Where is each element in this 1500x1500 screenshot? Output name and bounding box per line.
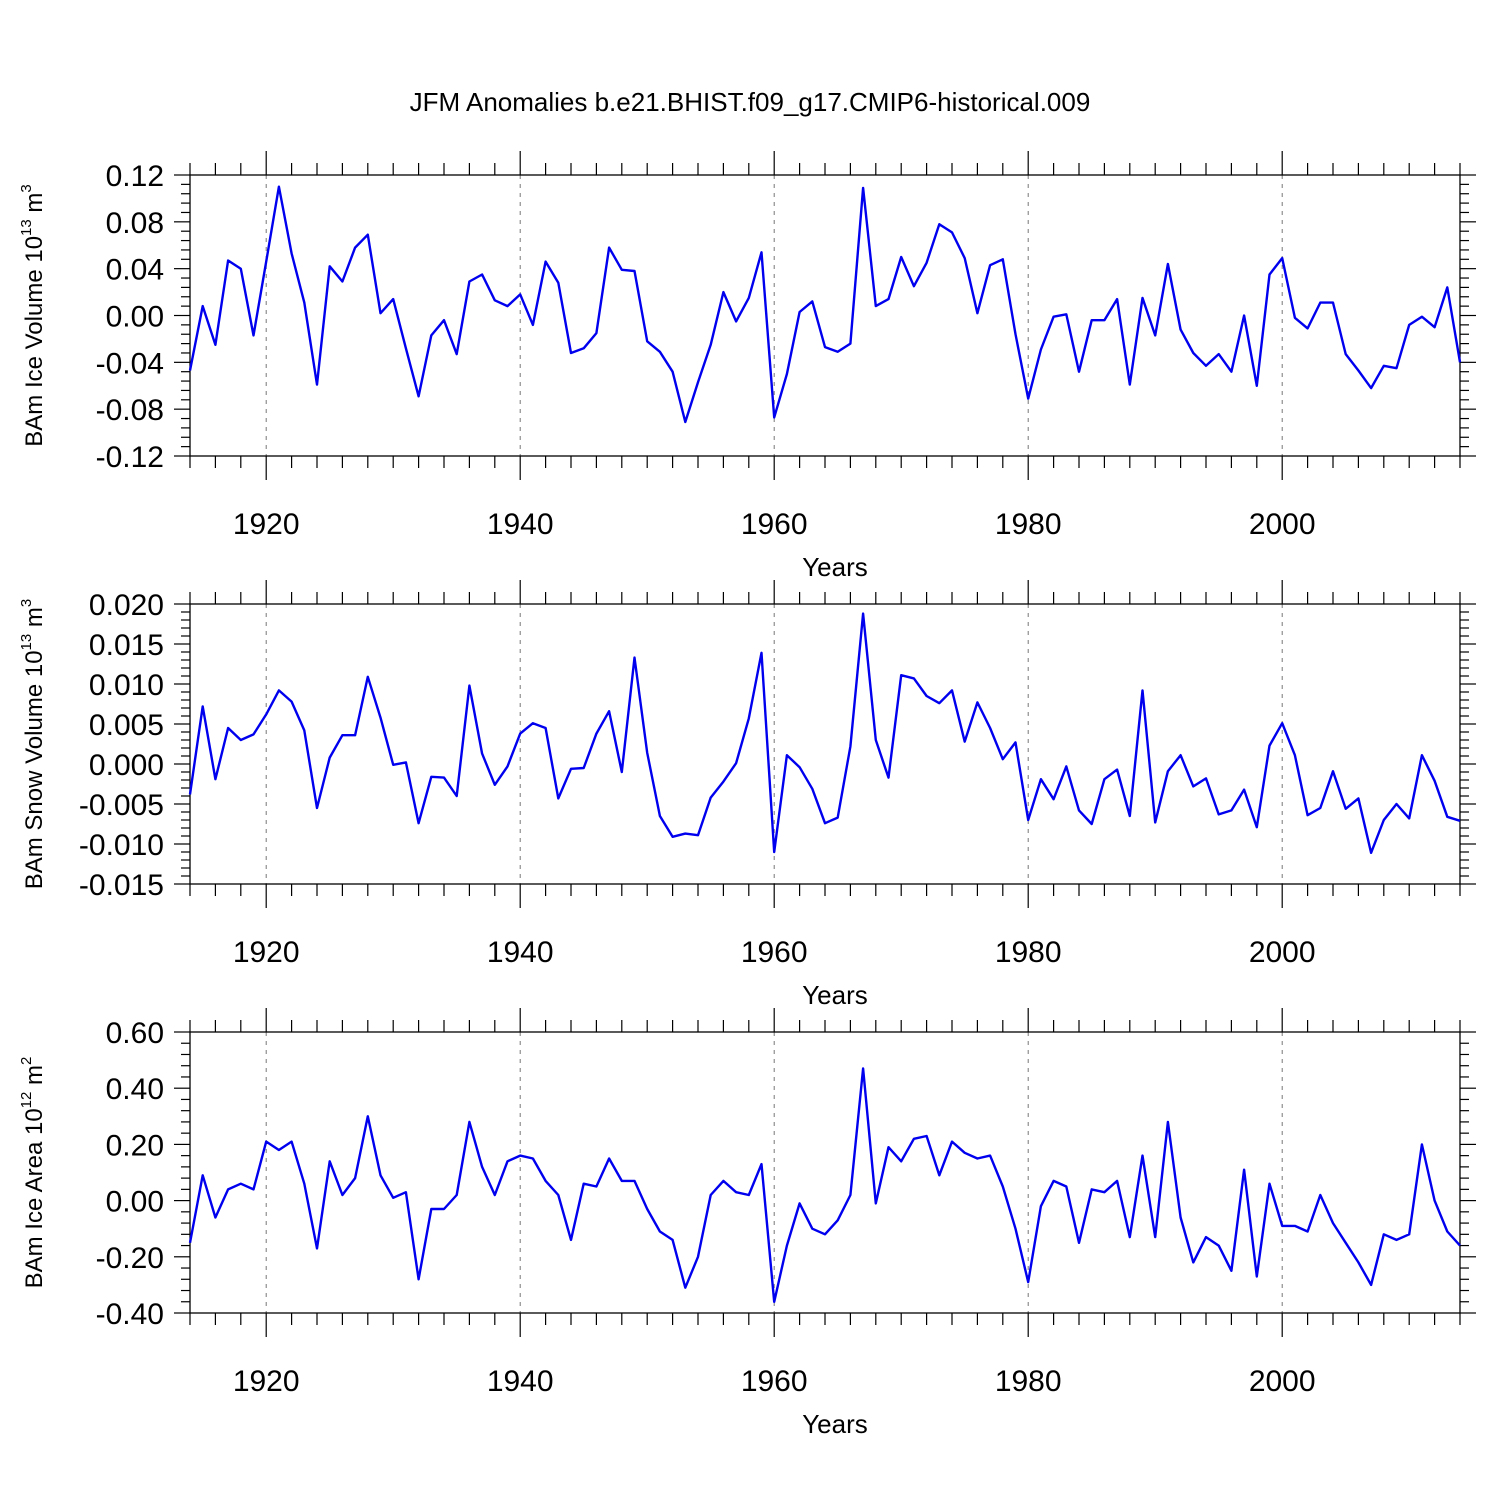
y-tick-label: 0.015 <box>89 629 164 662</box>
x-tick-label: 1940 <box>487 936 554 969</box>
chart-title: JFM Anomalies b.e21.BHIST.f09_g17.CMIP6-… <box>410 87 1091 117</box>
x-tick-label: 2000 <box>1249 1365 1316 1398</box>
x-axis-label: Years <box>802 552 868 582</box>
x-tick-label: 1980 <box>995 936 1062 969</box>
y-label-exponent: 13 <box>18 219 35 236</box>
x-tick-label: 2000 <box>1249 508 1316 541</box>
y-label-text: BAm Ice Area 10 <box>21 1108 48 1288</box>
y-tick-label: -0.015 <box>79 869 164 902</box>
plot-frame <box>189 174 1461 457</box>
panels: 1920 1940 1960 1980 2000 Years 0.12 0.08 0.04 0.0… <box>18 151 1476 1439</box>
series-line <box>188 1067 1461 1304</box>
y-label-exponent: 12 <box>18 1092 35 1109</box>
panel-2: 1920 1940 1960 1980 2000 Years 0.020 0.015 0.010… <box>18 580 1476 1010</box>
x-tick-label: 1920 <box>233 508 300 541</box>
y-label-unit: m <box>21 1065 48 1092</box>
y-label-text: BAm Snow Volume 10 <box>21 650 48 889</box>
y-tick-label: -0.08 <box>96 394 164 427</box>
x-tick-label: 1960 <box>741 508 808 541</box>
x-axis-label: Years <box>802 1409 868 1439</box>
y-tick-label: -0.005 <box>79 789 164 822</box>
y-tick-label: 0.08 <box>106 207 164 240</box>
x-tick-label: 1920 <box>233 936 300 969</box>
y-label-unit: m <box>21 193 48 220</box>
x-tick-label: 2000 <box>1249 936 1316 969</box>
y-tick-label: -0.40 <box>96 1298 164 1331</box>
panel-3: 1920 1940 1960 1980 2000 Years 0.60 0.40 0.20 0.0… <box>18 1008 1476 1439</box>
y-label-text: BAm Ice Volume 10 <box>21 236 48 447</box>
x-axis-label: Years <box>802 980 868 1010</box>
y-tick-label: -0.12 <box>96 441 164 474</box>
y-tick-label: 0.12 <box>106 160 164 193</box>
y-tick-label: -0.20 <box>96 1242 164 1275</box>
y-label-unit: m <box>21 607 48 634</box>
x-tick-label: 1940 <box>487 1365 554 1398</box>
y-label-unit-exponent: 3 <box>18 599 35 607</box>
y-tick-label: 0.00 <box>106 301 164 334</box>
y-label-exponent: 13 <box>18 634 35 651</box>
y-tick-label: 0.00 <box>106 1186 164 1219</box>
y-tick-label: 0.010 <box>89 669 164 702</box>
series-line <box>188 612 1461 854</box>
y-axis-label: BAm Ice Volume 1013 m3 <box>18 184 48 446</box>
x-tick-label: 1960 <box>741 1365 808 1398</box>
y-tick-label: 0.04 <box>106 254 164 287</box>
x-tick-label: 1980 <box>995 508 1062 541</box>
x-tick-label: 1920 <box>233 1365 300 1398</box>
y-tick-label: 0.020 <box>89 589 164 622</box>
y-tick-label: 0.40 <box>106 1073 164 1106</box>
y-tick-label: 0.005 <box>89 709 164 742</box>
y-tick-label: -0.04 <box>96 347 164 380</box>
x-tick-label: 1940 <box>487 508 554 541</box>
panel-1: 1920 1940 1960 1980 2000 Years 0.12 0.08 0.04 0.0… <box>18 151 1476 582</box>
y-label-unit-exponent: 3 <box>18 184 35 192</box>
series-line <box>188 185 1462 424</box>
y-axis-label: BAm Snow Volume 1013 m3 <box>18 599 48 890</box>
x-tick-label: 1960 <box>741 936 808 969</box>
y-tick-label: 0.20 <box>106 1129 164 1162</box>
x-tick-label: 1980 <box>995 1365 1062 1398</box>
y-tick-label: -0.010 <box>79 829 164 862</box>
y-axis-label: BAm Ice Area 1012 m2 <box>18 1057 48 1289</box>
y-label-unit-exponent: 2 <box>18 1057 35 1065</box>
y-tick-label: 0.60 <box>106 1017 164 1050</box>
y-tick-label: 0.000 <box>89 749 164 782</box>
